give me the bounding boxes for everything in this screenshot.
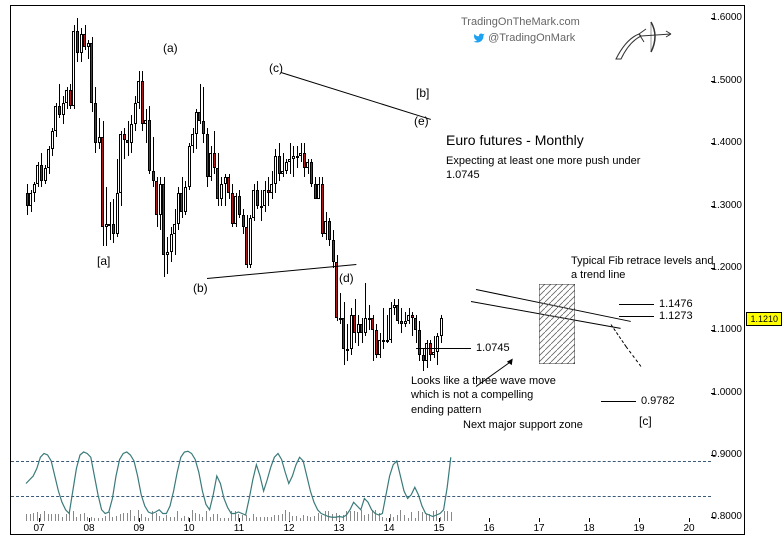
twitter-icon (473, 32, 485, 44)
y-tick-label: 1.5000 (711, 75, 742, 86)
threewave-annotation: Looks like a three wave move which is no… (411, 374, 556, 417)
y-tick-label: 1.0000 (711, 387, 742, 398)
y-tick-label: 0.8000 (711, 511, 742, 522)
chart-container: 0708091011121314151617181920[a](a)(b)(c)… (10, 5, 745, 535)
chart-title: Euro futures - Monthly (446, 131, 584, 149)
support-annotation: Next major support zone (463, 418, 583, 432)
archer-logo (611, 14, 681, 64)
y-tick-label: 1.1000 (711, 324, 742, 335)
chart-subtitle: Expecting at least one more push under 1… (446, 154, 646, 183)
y-tick-label: 1.4000 (711, 137, 742, 148)
brand-twitter: @TradingOnMark (473, 32, 575, 44)
y-tick-label: 0.9000 (711, 449, 742, 460)
brand-site: TradingOnTheMark.com (461, 16, 580, 28)
y-tick-label: 1.2000 (711, 262, 742, 273)
fib-annotation: Typical Fib retrace levels and a trend l… (571, 254, 721, 283)
y-tick-label: 1.3000 (711, 200, 742, 211)
y-tick-label: 1.6000 (711, 12, 742, 23)
current-price-tag: 1.1210 (746, 312, 782, 326)
